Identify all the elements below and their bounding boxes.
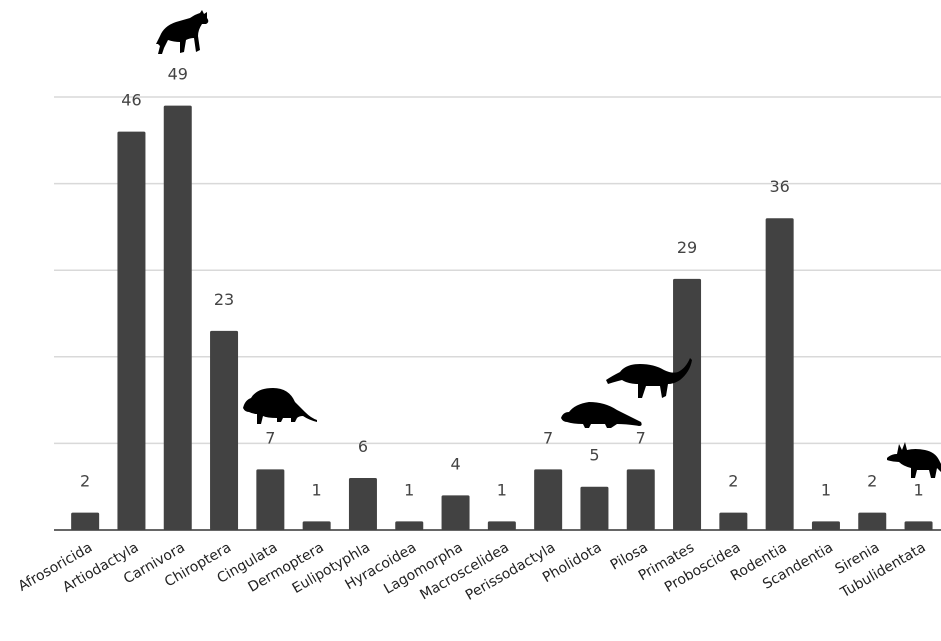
data-label: 1 [821,480,831,499]
data-label: 7 [265,428,275,447]
bar [302,521,331,530]
bar [580,486,609,530]
data-label: 1 [913,480,923,499]
data-label: 2 [867,472,877,491]
data-label: 7 [543,428,553,447]
bar [210,330,239,530]
bar [163,105,192,530]
data-label: 5 [589,446,599,465]
bar [395,521,424,530]
bars [71,105,933,531]
bar [441,495,470,530]
bar [487,521,516,530]
bar [626,469,655,530]
bar [765,218,794,531]
data-label: 6 [358,437,368,456]
hyena-silhouette-icon [156,10,209,54]
bar [117,131,146,530]
data-label: 1 [497,480,507,499]
data-labels: 2 46 49 23 7 1 6 1 4 1 7 5 7 29 2 36 1 2 1 [80,65,924,500]
bar [904,521,933,530]
data-label: 4 [450,454,460,473]
data-label: 23 [214,290,234,309]
bar [348,478,377,530]
bar [811,521,840,530]
data-label: 2 [728,472,738,491]
bar [71,512,100,530]
aardvark-silhouette-icon [887,442,941,478]
data-label: 29 [677,238,697,257]
data-label: 7 [636,428,646,447]
bar [256,469,285,530]
bar [858,512,887,530]
anteater-silhouette-icon [606,358,692,398]
data-label: 1 [404,480,414,499]
x-tick-labels: AfrosoricidaArtiodactylaCarnivoraChiropt… [16,540,929,604]
armadillo-silhouette-icon [243,388,317,424]
bar [673,278,702,530]
data-label: 49 [168,65,188,84]
pangolin-silhouette-icon [561,402,642,428]
data-label: 36 [769,177,789,196]
data-label: 2 [80,472,90,491]
data-label: 1 [312,480,322,499]
bar [534,469,563,530]
data-label: 46 [121,91,141,110]
bar [719,512,748,530]
